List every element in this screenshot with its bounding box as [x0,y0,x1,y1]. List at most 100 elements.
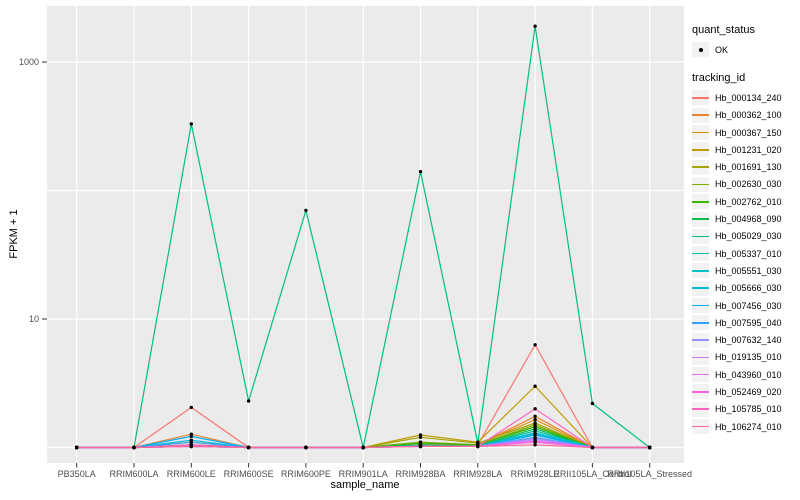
legend-entry-Hb_043960_010: Hb_043960_010 [692,366,798,383]
legend-entry-Hb_007595_040: Hb_007595_040 [692,314,798,331]
x-axis-title: sample_name [330,479,400,491]
data-point [418,435,423,439]
legend-quant-status: quant_status OK [692,24,798,58]
series-color-swatch [692,114,709,117]
legend-entry-Hb_000362_100: Hb_000362_100 [692,107,798,124]
legend-label: Hb_000362_100 [715,110,782,121]
data-point [533,443,537,447]
series-color-swatch [692,252,709,255]
series-color-swatch [692,270,709,272]
legend-label: Hb_105785_010 [715,404,782,415]
data-point [533,343,537,347]
data-point [75,445,79,450]
legend-key-Hb_052469_020 [692,384,709,400]
data-point [189,444,193,449]
series-color-swatch [692,356,709,359]
legend-key-Hb_001231_020 [692,142,709,158]
legend-key-Hb_007595_040 [692,315,709,331]
data-point [246,399,251,403]
series-color-swatch [692,321,709,324]
data-point [590,445,595,450]
legend-key-Hb_007632_140 [692,332,709,348]
legend-key-Hb_043960_010 [692,367,709,383]
series-color-swatch [692,425,709,428]
x-tick-label: RRIM928LE [511,469,560,479]
x-tick-label: RRII105LA_Stressed [607,469,692,479]
series-color-swatch [692,391,709,393]
data-point [476,444,480,449]
legend-entry-Hb_000134_240: Hb_000134_240 [692,89,798,106]
legend-key-Hb_002630_030 [692,176,709,192]
series-color-swatch [692,166,709,168]
legend-label: Hb_019135_010 [715,352,782,363]
data-point [304,208,308,213]
legend-label: Hb_052469_020 [715,386,782,397]
legend-label: Hb_001231_020 [715,144,782,155]
series-color-swatch [692,287,709,289]
data-point [533,384,537,388]
legend-label: Hb_005666_030 [715,283,782,294]
legend-entry-Hb_001691_130: Hb_001691_130 [692,158,798,175]
series-color-swatch [692,373,709,376]
x-tick-label: PB350LA [58,469,96,479]
legend-title-tracking-id: tracking_id [692,72,746,85]
legend-entry-Hb_052469_020: Hb_052469_020 [692,383,798,400]
series-color-swatch [692,97,709,99]
series-color-swatch [692,200,709,203]
legend-key-Hb_001691_130 [692,159,709,175]
y-tick-label: 1000 [19,57,39,67]
legend-label: Hb_007595_040 [715,317,782,328]
data-point [648,445,652,450]
legend-key-Hb_019135_010 [692,349,709,365]
series-color-swatch [692,218,709,220]
data-point [533,407,537,411]
legend-entry-Hb_005551_030: Hb_005551_030 [692,262,798,279]
legend-entry-Hb_019135_010: Hb_019135_010 [692,349,798,366]
legend-key-Hb_007456_030 [692,298,709,313]
data-point [189,405,193,410]
legend-label-ok: OK [715,44,729,55]
legend-key-Hb_005029_030 [692,228,709,244]
series-color-swatch [692,183,709,186]
data-point [189,440,193,444]
legend-tracking-id: tracking_id Hb_000134_240 Hb_000362_100 Hb… [692,72,798,435]
legend-label: Hb_007632_140 [715,335,782,346]
legend-key-Hb_000362_100 [692,107,709,123]
legend-label: Hb_000367_150 [715,127,782,138]
y-axis-title: FPKM + 1 [8,209,20,259]
data-point [361,445,365,450]
data-point [189,122,193,126]
legend-entry-Hb_005337_010: Hb_005337_010 [692,245,798,262]
data-point [189,434,193,439]
y-tick-label: 10 [29,314,39,324]
legend-key-Hb_004968_090 [692,211,709,227]
legend-label: Hb_002762_010 [715,196,782,207]
data-point [476,441,480,445]
legend-label: Hb_000134_240 [715,92,782,103]
legend-entry-ok: OK [692,41,798,58]
legend-entry-Hb_005029_030: Hb_005029_030 [692,228,798,245]
legend-entry-Hb_005666_030: Hb_005666_030 [692,280,798,297]
legend-entry-Hb_106274_010: Hb_106274_010 [692,418,798,435]
legend-key-Hb_105785_010 [692,401,709,417]
series-color-swatch [692,235,709,238]
x-tick-label: RRIM600PE [281,469,331,479]
legend-key-Hb_005337_010 [692,246,709,262]
data-point [533,414,537,418]
legend-entry-Hb_002762_010: Hb_002762_010 [692,193,798,210]
legend-key-ok [692,42,709,58]
black-point-icon [698,47,703,52]
x-tick-label: RRII105LA_Control [553,469,631,479]
legend-key-Hb_000134_240 [692,90,709,106]
legend-entry-Hb_004968_090: Hb_004968_090 [692,210,798,227]
legend-label: Hb_005337_010 [715,248,782,259]
series-color-swatch [692,131,709,134]
data-point [304,445,308,450]
data-point [533,440,537,444]
legend-entry-Hb_007456_030: Hb_007456_030 [692,297,798,314]
legend-key-Hb_106274_010 [692,419,709,435]
data-point [590,401,595,406]
series-color-swatch [692,149,709,151]
